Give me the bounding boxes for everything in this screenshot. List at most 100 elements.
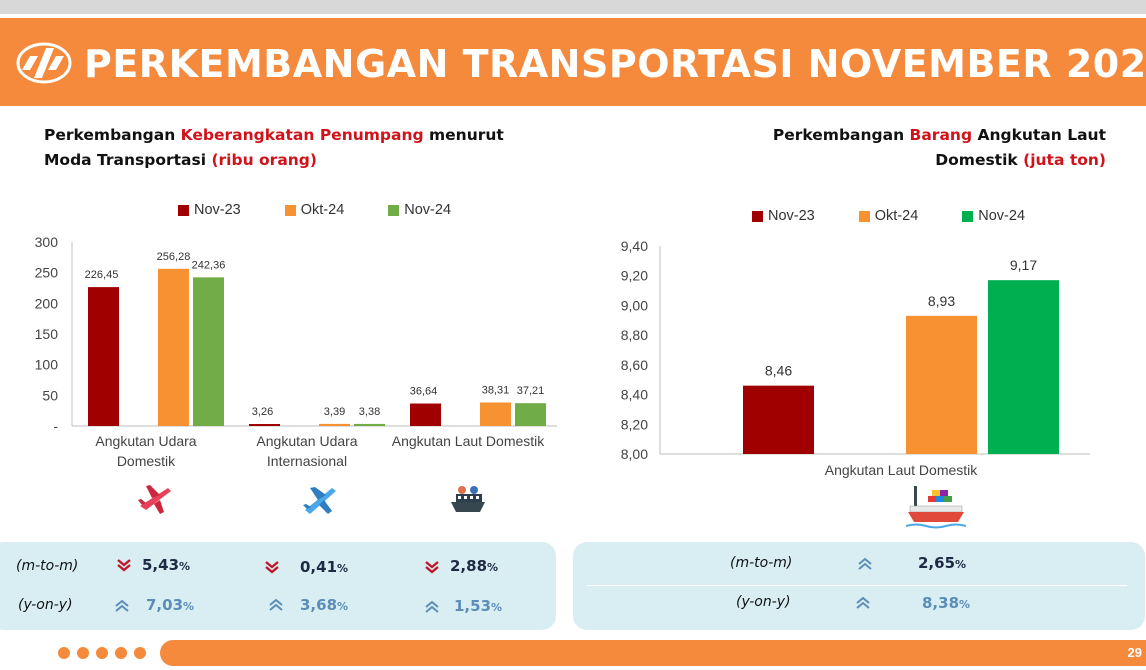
value-unit: % xyxy=(179,560,191,573)
value-unit: % xyxy=(337,562,349,575)
value-number: 7,03 xyxy=(146,596,184,614)
increase-chevron-icon xyxy=(858,557,872,570)
ship-icon xyxy=(451,486,485,512)
subtitle-text: Perkembangan xyxy=(44,126,181,144)
pager-dot xyxy=(77,647,89,659)
divider xyxy=(587,585,1127,586)
increase-chevron-icon xyxy=(425,600,439,613)
legend-label: Nov-23 xyxy=(768,208,815,224)
bar xyxy=(249,424,280,426)
legend-label: Nov-23 xyxy=(194,202,241,218)
bar xyxy=(743,385,814,454)
pager-dots xyxy=(58,647,146,659)
x-category-label: Angkutan Udara xyxy=(95,433,196,449)
y-tick-label: 8,60 xyxy=(621,357,648,373)
y-tick-label: 300 xyxy=(35,234,59,250)
bar xyxy=(193,277,224,426)
value-number: 1,53 xyxy=(454,597,492,615)
airplane-icon xyxy=(303,487,336,514)
pager-dot xyxy=(96,647,108,659)
data-label: 256,28 xyxy=(157,251,191,263)
x-category-label: Angkutan Udara xyxy=(256,433,357,449)
y-tick-label: 200 xyxy=(35,295,59,311)
subtitle-text: Angkutan Laut xyxy=(972,126,1106,144)
data-label: 3,38 xyxy=(359,406,380,418)
value-unit: % xyxy=(955,558,967,571)
legend-label: Okt-24 xyxy=(874,208,919,224)
pager-dot xyxy=(115,647,127,659)
value-number: 0,41 xyxy=(300,558,338,576)
subtitle-unit: (ribu orang) xyxy=(211,151,317,169)
bar xyxy=(988,280,1059,454)
bar xyxy=(158,268,189,426)
increase-chevron-icon xyxy=(269,598,283,611)
bar xyxy=(410,403,441,426)
legend-swatch xyxy=(962,210,974,222)
x-category-label: Angkutan Laut Domestik xyxy=(825,462,979,478)
y-tick-label: 8,00 xyxy=(621,446,648,462)
bar xyxy=(906,315,977,454)
subtitle-highlight: Keberangkatan Penumpang xyxy=(180,126,424,144)
footer-bar xyxy=(160,640,1146,666)
value-unit: % xyxy=(337,600,349,613)
value-unit: % xyxy=(491,601,503,614)
cargo-bar-chart: 8,00 8,20 8,40 8,60 8,80 9,00 9,20 9,40 8,46 8,93… xyxy=(621,238,1090,478)
decrease-chevron-icon xyxy=(117,559,131,572)
data-label: 8,93 xyxy=(928,293,955,309)
decrease-chevron-icon xyxy=(425,561,439,574)
y-tick-label: 100 xyxy=(35,357,59,373)
value-number: 2,65 xyxy=(918,554,956,572)
value-unit: % xyxy=(183,600,195,613)
y-tick-label: 8,80 xyxy=(621,327,648,343)
yoy-label: (y-on-y) xyxy=(736,594,791,610)
mtm-value-domestic-air: 5,43% xyxy=(142,556,190,574)
legend-swatch xyxy=(752,210,763,222)
legend-swatch xyxy=(178,204,189,216)
yoy-value-intl-air: 3,68% xyxy=(300,596,348,614)
legend-swatch xyxy=(858,210,870,222)
data-label: 36,64 xyxy=(410,386,438,398)
left-change-summary xyxy=(0,542,556,630)
mtm-label: (m-to-m) xyxy=(730,555,793,571)
y-tick-label: - xyxy=(53,418,58,434)
bps-logo-icon xyxy=(16,42,72,84)
x-category-label: Domestik xyxy=(117,453,176,469)
bar xyxy=(88,287,119,426)
top-strip xyxy=(0,0,1146,14)
value-number: 5,43 xyxy=(142,556,180,574)
data-label: 38,31 xyxy=(482,385,510,397)
title-banner: PERKEMBANGAN TRANSPORTASI NOVEMBER 2024 xyxy=(0,18,1146,106)
yoy-value-cargo: 8,38% xyxy=(922,594,970,612)
yoy-value-sea: 1,53% xyxy=(454,597,502,615)
bar xyxy=(354,423,385,426)
data-label: 3,39 xyxy=(324,406,345,418)
pager-dot xyxy=(134,647,146,659)
cargo-ship-icon xyxy=(906,486,966,529)
data-label: 242,36 xyxy=(192,259,226,271)
right-change-summary xyxy=(573,542,1145,630)
legend-swatch xyxy=(284,204,296,216)
value-number: 2,88 xyxy=(450,557,488,575)
value-number: 8,38 xyxy=(922,594,960,612)
subtitle-text: Moda Transportasi xyxy=(44,151,212,169)
y-tick-label: 8,20 xyxy=(621,416,648,432)
left-chart-subtitle: Perkembangan Keberangkatan Penumpang men… xyxy=(44,123,514,173)
decrease-chevron-icon xyxy=(265,561,279,574)
value-number: 3,68 xyxy=(300,596,338,614)
y-tick-label: 9,20 xyxy=(621,268,648,284)
bar xyxy=(480,402,511,426)
page-number: 29 xyxy=(1127,645,1142,660)
y-tick-label: 9,00 xyxy=(621,297,648,313)
data-label: 37,21 xyxy=(517,385,545,397)
value-unit: % xyxy=(959,598,971,611)
bar xyxy=(319,423,350,426)
subtitle-unit: (juta ton) xyxy=(1023,151,1106,169)
airplane-departure-icon xyxy=(138,485,171,514)
x-category-label: Angkutan Laut Domestik xyxy=(392,433,546,449)
legend-item: Nov-24 xyxy=(388,202,451,218)
legend-label: Nov-24 xyxy=(404,202,452,218)
legend-item: Okt-24 xyxy=(858,208,919,224)
y-tick-label: 50 xyxy=(42,387,58,403)
increase-chevron-icon xyxy=(856,596,870,609)
